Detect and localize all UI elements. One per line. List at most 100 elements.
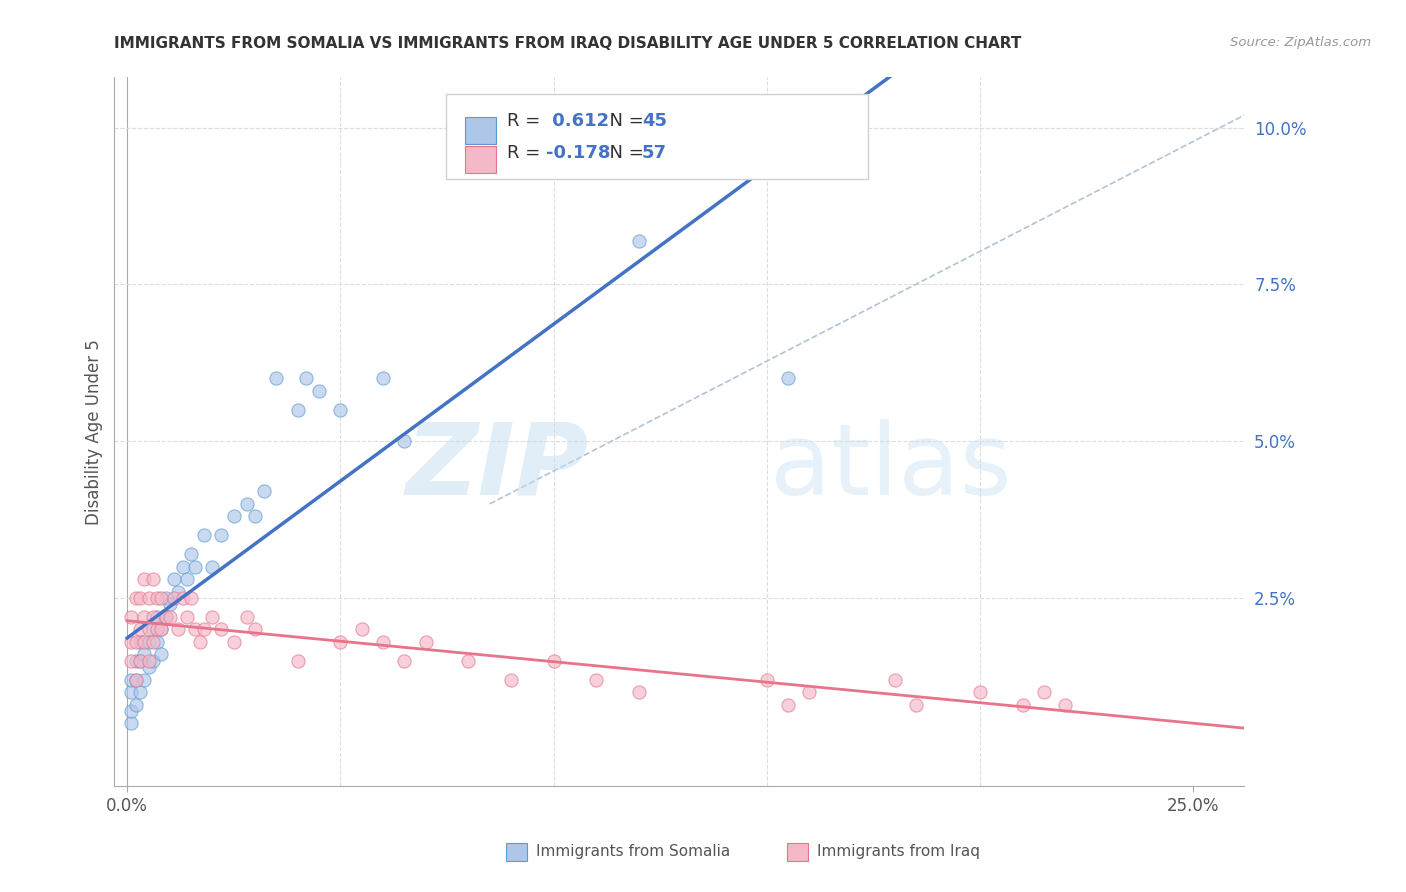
Point xyxy=(176,609,198,624)
Point xyxy=(159,597,181,611)
Point xyxy=(201,609,224,624)
Point xyxy=(287,654,309,668)
Point xyxy=(125,698,148,712)
Point xyxy=(138,623,160,637)
Point xyxy=(371,371,394,385)
Point xyxy=(778,698,800,712)
Point xyxy=(121,704,143,718)
Point xyxy=(129,623,152,637)
Point xyxy=(172,559,194,574)
Point xyxy=(755,673,778,687)
Point xyxy=(778,371,800,385)
Point xyxy=(134,648,156,662)
Point xyxy=(329,635,352,649)
Point xyxy=(163,591,186,605)
Point xyxy=(129,591,152,605)
Point xyxy=(134,609,156,624)
Point xyxy=(129,654,152,668)
Y-axis label: Disability Age Under 5: Disability Age Under 5 xyxy=(86,339,103,524)
Point xyxy=(457,654,479,668)
Point xyxy=(394,654,416,668)
Text: Immigrants from Somalia: Immigrants from Somalia xyxy=(536,845,730,859)
Point xyxy=(142,623,165,637)
Point xyxy=(134,635,156,649)
Point xyxy=(163,572,186,586)
Point xyxy=(146,591,169,605)
Point xyxy=(121,609,143,624)
Point xyxy=(253,484,276,499)
Point xyxy=(184,559,207,574)
Text: N =: N = xyxy=(598,112,650,130)
Point xyxy=(222,635,245,649)
Point xyxy=(627,234,650,248)
Point xyxy=(155,591,177,605)
Point xyxy=(184,623,207,637)
Text: R =: R = xyxy=(506,112,546,130)
Point xyxy=(159,609,181,624)
Point xyxy=(142,572,165,586)
Point xyxy=(129,654,152,668)
Point xyxy=(121,654,143,668)
Point xyxy=(883,673,905,687)
Point xyxy=(180,547,202,561)
Text: R =: R = xyxy=(506,145,546,162)
Point xyxy=(415,635,437,649)
Point xyxy=(543,654,565,668)
Point xyxy=(121,673,143,687)
Point xyxy=(146,609,169,624)
Point xyxy=(905,698,928,712)
Point xyxy=(138,635,160,649)
Point xyxy=(799,685,821,699)
Point xyxy=(243,623,266,637)
Point xyxy=(371,635,394,649)
Point xyxy=(201,559,224,574)
Point xyxy=(167,584,190,599)
Point xyxy=(138,591,160,605)
Point xyxy=(308,384,330,398)
Point xyxy=(172,591,194,605)
Point xyxy=(134,673,156,687)
Point xyxy=(150,623,173,637)
Text: Source: ZipAtlas.com: Source: ZipAtlas.com xyxy=(1230,36,1371,49)
Point xyxy=(193,623,215,637)
Point xyxy=(350,623,373,637)
Point xyxy=(150,623,173,637)
Point xyxy=(146,635,169,649)
Point xyxy=(585,673,607,687)
Point xyxy=(167,623,190,637)
Text: N =: N = xyxy=(598,145,650,162)
Point xyxy=(125,673,148,687)
Point xyxy=(209,623,232,637)
Point xyxy=(142,635,165,649)
Point xyxy=(142,609,165,624)
Point xyxy=(1011,698,1033,712)
Text: Immigrants from Iraq: Immigrants from Iraq xyxy=(817,845,980,859)
Point xyxy=(129,635,152,649)
Point xyxy=(155,609,177,624)
Point xyxy=(329,402,352,417)
Text: IMMIGRANTS FROM SOMALIA VS IMMIGRANTS FROM IRAQ DISABILITY AGE UNDER 5 CORRELATI: IMMIGRANTS FROM SOMALIA VS IMMIGRANTS FR… xyxy=(114,36,1022,51)
Point xyxy=(155,609,177,624)
Point xyxy=(150,648,173,662)
Point xyxy=(287,402,309,417)
Point xyxy=(1033,685,1056,699)
Point xyxy=(180,591,202,605)
Point xyxy=(969,685,991,699)
Point xyxy=(193,528,215,542)
Text: -0.178: -0.178 xyxy=(546,145,610,162)
Point xyxy=(121,635,143,649)
Point xyxy=(138,654,160,668)
Point xyxy=(125,654,148,668)
Point xyxy=(627,685,650,699)
Point xyxy=(243,509,266,524)
Text: 45: 45 xyxy=(641,112,666,130)
Point xyxy=(146,623,169,637)
Point xyxy=(142,654,165,668)
Point xyxy=(235,497,257,511)
Point xyxy=(129,685,152,699)
Point xyxy=(394,434,416,449)
Text: 57: 57 xyxy=(641,145,666,162)
Point xyxy=(121,685,143,699)
Point xyxy=(222,509,245,524)
Point xyxy=(1054,698,1077,712)
